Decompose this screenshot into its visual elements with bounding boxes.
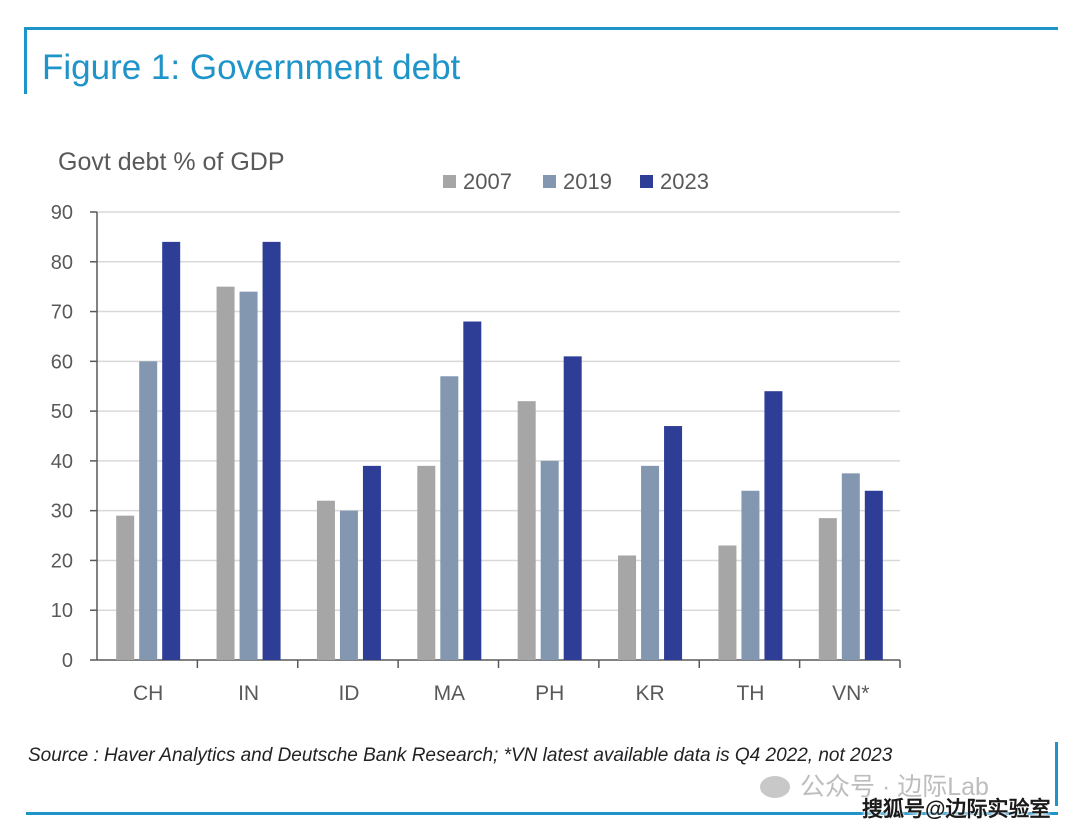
watermark-sohu: 搜狐号@边际实验室 xyxy=(862,798,1051,821)
bar-2007-id xyxy=(316,500,335,660)
y-tick-label: 20 xyxy=(51,550,73,572)
y-axis-label: Govt debt % of GDP xyxy=(58,148,285,176)
bar-2007-th xyxy=(718,545,737,660)
bar-2019-id xyxy=(339,510,358,660)
bar-2023-id xyxy=(362,465,381,660)
legend-label-2007: 2007 xyxy=(463,169,512,194)
bar-2023-ph xyxy=(563,356,582,660)
bar-2019-kr xyxy=(641,465,660,660)
bar-2007-ch xyxy=(116,515,135,660)
bar-2007-vn xyxy=(818,518,837,660)
legend-swatch-2023 xyxy=(640,175,653,188)
bar-2019-vn xyxy=(841,473,860,660)
y-tick-label: 70 xyxy=(51,302,73,324)
y-tick-label: 0 xyxy=(62,650,73,672)
y-tick-label: 60 xyxy=(51,351,73,373)
bar-2019-ma xyxy=(440,376,459,660)
x-tick-label: KR xyxy=(635,682,664,705)
bottom-rule xyxy=(26,812,1058,815)
y-tick-label: 50 xyxy=(51,401,73,423)
y-tick-label: 40 xyxy=(51,451,73,473)
bar-2023-vn xyxy=(864,490,883,660)
right-rule xyxy=(1055,742,1058,806)
bar-2023-th xyxy=(764,391,783,660)
bar-2007-kr xyxy=(618,555,637,660)
legend-label-2023: 2023 xyxy=(660,169,709,194)
bar-2019-in xyxy=(239,291,258,660)
source-note: Source : Haver Analytics and Deutsche Ba… xyxy=(28,745,893,766)
y-tick-label: 90 xyxy=(51,202,73,224)
bar-2023-ma xyxy=(463,321,482,660)
legend-label-2019: 2019 xyxy=(563,169,612,194)
legend-swatch-2019 xyxy=(543,175,556,188)
x-tick-label: TH xyxy=(736,682,764,705)
y-tick-label: 80 xyxy=(51,252,73,274)
y-tick-label: 30 xyxy=(51,501,73,523)
x-tick-label: MA xyxy=(434,682,466,705)
watermark-wechat: 公众号 · 边际Lab xyxy=(760,767,989,803)
bar-2019-th xyxy=(741,490,760,660)
bar-2023-ch xyxy=(162,241,181,660)
wechat-icon xyxy=(760,776,790,798)
figure-title: Figure 1: Government debt xyxy=(42,48,461,87)
y-tick-label: 10 xyxy=(51,600,73,622)
x-tick-label: VN* xyxy=(832,682,869,705)
x-tick-label: CH xyxy=(133,682,163,705)
left-rule xyxy=(24,27,27,94)
bar-2019-ph xyxy=(540,460,559,660)
legend-swatch-2007 xyxy=(443,175,456,188)
x-tick-label: PH xyxy=(535,682,564,705)
x-tick-label: ID xyxy=(338,682,359,705)
x-tick-label: IN xyxy=(238,682,259,705)
bar-2019-ch xyxy=(139,361,158,660)
top-rule xyxy=(26,27,1058,30)
watermark-line1: 公众号 · 边际Lab xyxy=(800,773,989,801)
bar-2023-in xyxy=(262,241,281,660)
bar-2007-ph xyxy=(517,401,536,660)
bar-2023-kr xyxy=(664,426,683,660)
bar-2007-ma xyxy=(417,465,436,660)
bar-2007-in xyxy=(216,286,235,660)
